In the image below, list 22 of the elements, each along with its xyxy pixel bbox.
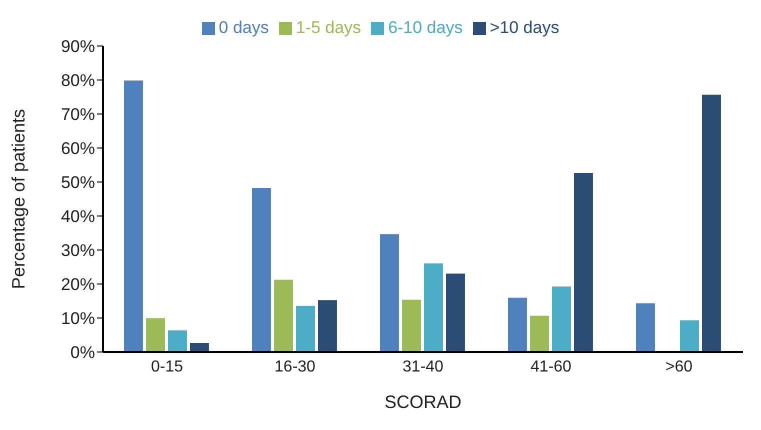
y-tick-label: 0% — [70, 343, 95, 362]
y-tick-label: 90% — [60, 37, 95, 56]
y-tick-label: 40% — [60, 207, 95, 226]
legend-label: 0 days — [218, 18, 269, 37]
x-tick-label: 0-15 — [150, 358, 184, 376]
legend-label: >10 days — [490, 18, 560, 37]
x-tick-label: 16-30 — [274, 358, 316, 376]
y-tick-label: 60% — [60, 139, 95, 158]
legend-label: 6-10 days — [388, 18, 463, 37]
y-tick-label: 20% — [60, 275, 95, 294]
y-tick-label: 50% — [60, 173, 95, 192]
y-tick-label: 30% — [60, 241, 95, 260]
x-tick-label: 41-60 — [530, 358, 572, 376]
x-tick-label: 31-40 — [402, 358, 444, 376]
bar — [634, 302, 656, 352]
y-tick-label: 80% — [60, 71, 95, 90]
y-axis-title: Percentage of patients — [8, 108, 28, 290]
x-axis-title: SCORAD — [384, 392, 462, 412]
x-tick-label: >60 — [665, 358, 693, 376]
y-tick-label: 10% — [60, 309, 95, 328]
legend-label: 1-5 days — [296, 18, 362, 37]
y-tick-label: 70% — [60, 105, 95, 124]
